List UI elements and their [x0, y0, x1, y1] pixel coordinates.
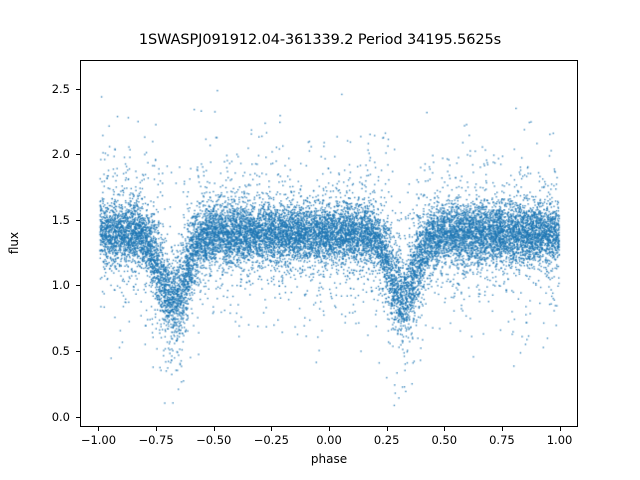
y-tick-label: 2.5 — [51, 81, 70, 96]
y-tick-mark — [76, 416, 80, 418]
y-tick-mark — [76, 88, 80, 90]
y-tick-label: 1.5 — [51, 212, 70, 227]
x-tick-mark — [386, 427, 388, 431]
x-tick-mark — [271, 427, 273, 431]
y-axis-label: flux — [7, 231, 21, 255]
y-tick-label: 2.0 — [51, 147, 70, 162]
x-tick-label: −0.50 — [196, 433, 232, 447]
plot-axes — [80, 60, 578, 427]
scatter-plot-canvas — [81, 61, 577, 426]
y-tick-mark — [76, 154, 80, 156]
x-tick-mark — [559, 427, 561, 431]
x-tick-label: 0.75 — [489, 433, 515, 447]
x-tick-label: 1.00 — [546, 433, 573, 447]
x-tick-mark — [444, 427, 446, 431]
x-tick-mark — [501, 427, 503, 431]
plot-title: 1SWASPJ091912.04-361339.2 Period 34195.5… — [138, 32, 502, 48]
x-tick-label: −1.00 — [80, 433, 117, 447]
x-tick-label: 0.25 — [373, 433, 400, 447]
x-tick-mark — [329, 427, 330, 431]
y-tick-mark — [76, 350, 80, 352]
x-axis-label: phase — [310, 452, 348, 466]
y-tick-label: 0.0 — [51, 409, 70, 424]
x-tick-label: 0.50 — [431, 433, 458, 447]
x-tick-label: −0.75 — [138, 433, 174, 447]
x-tick-label: −0.25 — [253, 433, 289, 447]
y-tick-label: 0.5 — [51, 343, 70, 358]
x-tick-mark — [156, 427, 158, 431]
y-tick-label: 1.0 — [51, 278, 70, 293]
x-tick-mark — [98, 427, 100, 431]
y-tick-mark — [76, 219, 80, 221]
x-tick-label: 0.00 — [316, 433, 342, 447]
y-tick-mark — [76, 285, 80, 287]
x-tick-mark — [213, 427, 215, 431]
